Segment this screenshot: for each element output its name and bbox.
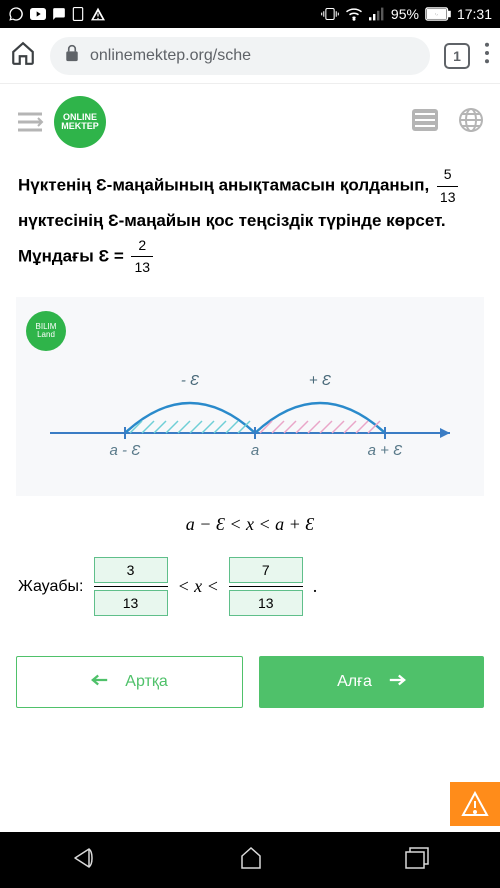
answer-num2-input[interactable]: 7 [229, 557, 303, 583]
list-view-icon[interactable] [412, 107, 438, 138]
youtube-icon [30, 8, 46, 20]
answer-fraction-2: 7 13 [229, 557, 303, 616]
svg-text:a: a [251, 442, 259, 459]
answer-den1-input[interactable]: 13 [94, 590, 168, 616]
back-button[interactable]: Артқа [16, 656, 243, 708]
browser-bar: onlinemektep.org/sche 1 [0, 28, 500, 84]
status-left [8, 6, 106, 22]
warning-icon [90, 7, 106, 21]
android-recents-icon[interactable] [405, 847, 429, 874]
tab-count[interactable]: 1 [444, 43, 470, 69]
question-text: Нүктенің Ɛ-маңайының анықтамасын қолданы… [0, 160, 500, 293]
answer-row: Жауабы: 3 13 < x < 7 13 . [0, 557, 500, 616]
android-home-icon[interactable] [240, 846, 262, 875]
android-nav [0, 832, 500, 888]
bilim-badge: BILIM Land [26, 311, 66, 351]
nav-buttons: Артқа Алға [0, 616, 500, 708]
formula: a − Ɛ < x < a + Ɛ [0, 514, 500, 535]
epsilon-diagram: - Ɛ + Ɛ a - Ɛ a a + Ɛ [26, 361, 474, 471]
url-bar[interactable]: onlinemektep.org/sche [50, 37, 430, 75]
answer-den2-input[interactable]: 13 [229, 590, 303, 616]
url-text: onlinemektep.org/sche [90, 47, 251, 65]
battery-percent: 95% [391, 6, 419, 22]
next-button[interactable]: Алға [259, 656, 484, 708]
menu-dots-icon[interactable] [484, 42, 490, 69]
globe-icon[interactable] [458, 107, 484, 138]
android-back-icon[interactable] [71, 845, 97, 876]
arrow-left-icon [91, 673, 109, 692]
svg-text:+ Ɛ: + Ɛ [309, 372, 332, 389]
hamburger-icon[interactable] [16, 111, 44, 133]
site-logo[interactable]: ONLINE MEKTEP [54, 96, 106, 148]
wifi-icon [345, 7, 363, 21]
status-right: 95% 17:31 [321, 6, 492, 22]
sim-icon [72, 7, 84, 21]
svg-text:a - Ɛ: a - Ɛ [110, 442, 142, 459]
chat-icon [52, 7, 66, 21]
signal-icon [369, 7, 385, 21]
home-icon[interactable] [10, 40, 36, 71]
battery-icon [425, 7, 451, 21]
lock-icon [64, 44, 80, 67]
answer-label: Жауабы: [18, 578, 84, 596]
diagram-panel: BILIM Land [16, 297, 484, 496]
arrow-right-icon [388, 673, 406, 692]
vibrate-icon [321, 7, 339, 21]
answer-num1-input[interactable]: 3 [94, 557, 168, 583]
content-header: ONLINE MEKTEP [0, 84, 500, 160]
answer-fraction-1: 3 13 [94, 557, 168, 616]
warning-badge[interactable] [450, 782, 500, 826]
status-bar: 95% 17:31 [0, 0, 500, 28]
clock-text: 17:31 [457, 6, 492, 22]
whatsapp-icon [8, 6, 24, 22]
svg-text:- Ɛ: - Ɛ [181, 372, 200, 389]
svg-text:a + Ɛ: a + Ɛ [368, 442, 403, 459]
